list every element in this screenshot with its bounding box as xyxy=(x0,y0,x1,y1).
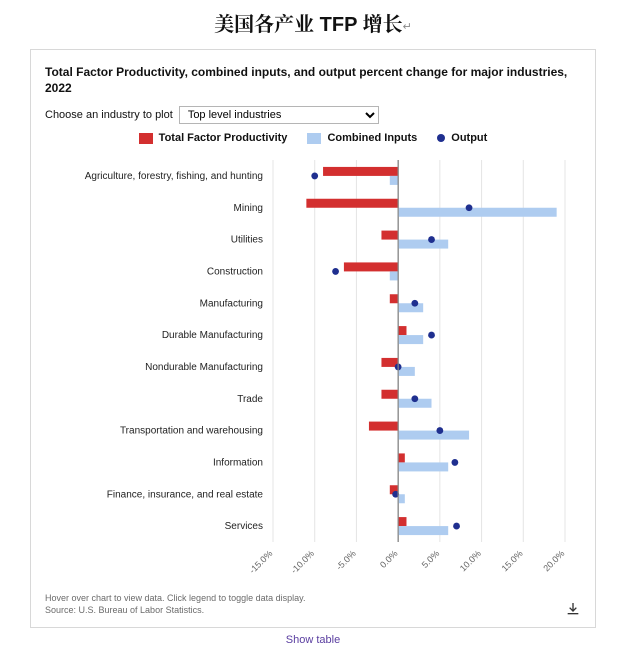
marker-output[interactable] xyxy=(451,459,458,466)
bar-inputs[interactable] xyxy=(398,526,448,535)
category-label: Services xyxy=(225,521,263,532)
bar-tfp[interactable] xyxy=(390,295,398,304)
chart-svg: -15.0% -10.0% -5.0% 0.0% 5.0% 10.0% 15.0% 20.0%… xyxy=(45,152,579,582)
footnote-line-a: Hover over chart to view data. Click leg… xyxy=(45,593,581,605)
heading-cn-b: 增长 xyxy=(363,8,403,37)
legend-label-inputs: Combined Inputs xyxy=(327,132,417,144)
show-table-row: Show table xyxy=(0,634,626,646)
category-label: Trade xyxy=(237,394,263,405)
marker-output[interactable] xyxy=(411,396,418,403)
heading-cn-a: 美国各产业 xyxy=(214,8,314,37)
marker-output[interactable] xyxy=(311,173,318,180)
category-label: Mining xyxy=(234,203,263,214)
x-tick-label: -5.0% xyxy=(334,549,358,573)
category-label: Manufacturing xyxy=(200,299,263,310)
chart-controls: Choose an industry to plot Top level ind… xyxy=(45,106,581,124)
marker-output[interactable] xyxy=(453,523,460,530)
x-tick-label: -15.0% xyxy=(247,549,274,576)
x-tick-label: 10.0% xyxy=(458,549,483,574)
legend-item-inputs[interactable]: Combined Inputs xyxy=(307,132,417,144)
category-label: Agriculture, forestry, fishing, and hunt… xyxy=(85,171,263,182)
category-label: Transportation and warehousing xyxy=(120,426,263,437)
bar-tfp[interactable] xyxy=(369,422,398,431)
marker-output[interactable] xyxy=(466,205,473,212)
x-tick-label: 15.0% xyxy=(500,549,525,574)
category-label: Utilities xyxy=(231,235,263,246)
page-root: 美国各产业 TFP 增长↵ Total Factor Productivity,… xyxy=(0,8,626,646)
marker-output[interactable] xyxy=(428,237,435,244)
category-label: Construction xyxy=(207,267,263,278)
bar-inputs[interactable] xyxy=(398,335,423,344)
legend-item-tfp[interactable]: Total Factor Productivity xyxy=(139,132,288,144)
bar-tfp[interactable] xyxy=(306,199,398,208)
bar-tfp[interactable] xyxy=(398,517,406,526)
legend-label-tfp: Total Factor Productivity xyxy=(159,132,288,144)
chart-legend: Total Factor Productivity Combined Input… xyxy=(45,132,581,144)
legend-item-output[interactable]: Output xyxy=(437,132,487,144)
bar-inputs[interactable] xyxy=(398,304,423,313)
marker-output[interactable] xyxy=(428,332,435,339)
legend-swatch-output xyxy=(437,134,445,142)
bar-inputs[interactable] xyxy=(390,176,398,185)
bar-tfp[interactable] xyxy=(381,390,398,399)
chart-title: Total Factor Productivity, combined inpu… xyxy=(45,64,581,96)
bar-inputs[interactable] xyxy=(398,495,405,504)
bar-inputs[interactable] xyxy=(398,240,448,249)
marker-output[interactable] xyxy=(436,428,443,435)
category-label: Finance, insurance, and real estate xyxy=(107,490,264,501)
bar-inputs[interactable] xyxy=(398,208,557,217)
legend-label-output: Output xyxy=(451,132,487,144)
footnote-line-b: Source: U.S. Bureau of Labor Statistics. xyxy=(45,605,581,617)
bar-inputs[interactable] xyxy=(398,431,469,440)
bar-inputs[interactable] xyxy=(398,463,448,472)
bar-tfp[interactable] xyxy=(323,167,398,176)
download-icon[interactable] xyxy=(565,601,581,617)
bar-tfp[interactable] xyxy=(381,231,398,240)
category-label: Durable Manufacturing xyxy=(162,330,263,341)
bar-tfp[interactable] xyxy=(398,326,406,335)
industry-select[interactable]: Top level industries xyxy=(179,106,379,124)
control-label: Choose an industry to plot xyxy=(45,109,173,121)
chart-footnote: Hover over chart to view data. Click leg… xyxy=(45,593,581,616)
bar-tfp[interactable] xyxy=(398,454,405,463)
legend-swatch-inputs xyxy=(307,133,321,144)
show-table-link[interactable]: Show table xyxy=(286,634,340,646)
chart-panel: Total Factor Productivity, combined inpu… xyxy=(30,49,596,628)
bar-inputs[interactable] xyxy=(390,272,398,281)
x-tick-label: 20.0% xyxy=(541,549,566,574)
x-tick-label: 5.0% xyxy=(420,549,442,571)
x-tick-label: 0.0% xyxy=(378,549,400,571)
legend-swatch-tfp xyxy=(139,133,153,144)
marker-output[interactable] xyxy=(411,300,418,307)
marker-output[interactable] xyxy=(332,268,339,275)
category-label: Nondurable Manufacturing xyxy=(145,362,263,373)
chart-plot: -15.0% -10.0% -5.0% 0.0% 5.0% 10.0% 15.0% 20.0%… xyxy=(45,152,581,587)
heading-latin: TFP xyxy=(314,14,363,36)
page-heading: 美国各产业 TFP 增长↵ xyxy=(0,8,626,37)
heading-cr-mark: ↵ xyxy=(403,18,412,34)
x-tick-label: -10.0% xyxy=(289,549,316,576)
bar-tfp[interactable] xyxy=(344,263,398,272)
category-label: Information xyxy=(213,458,263,469)
